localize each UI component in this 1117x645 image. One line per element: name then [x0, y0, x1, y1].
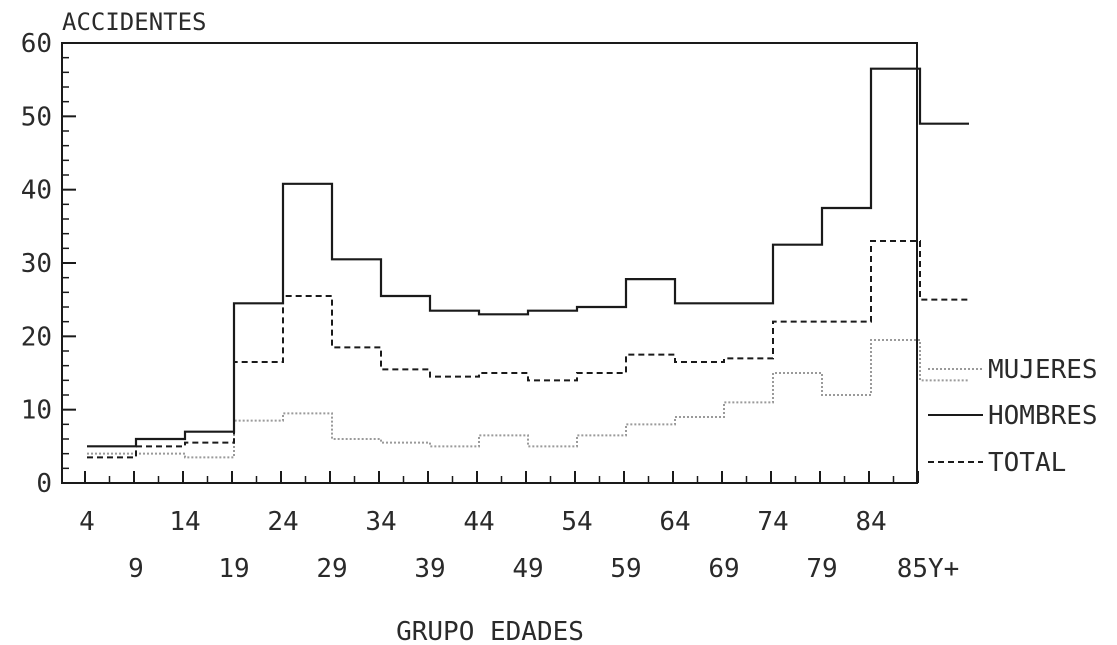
x-tick-label: 14: [169, 507, 200, 537]
series-line-total: [87, 240, 969, 459]
y-tick-label: 60: [21, 29, 52, 59]
x-tick-label: 44: [463, 507, 494, 537]
x-tick-label: 64: [659, 507, 690, 537]
x-tick-label: 39: [414, 554, 445, 584]
legend-label: MUJERES: [988, 355, 1098, 385]
x-tick-label: 79: [806, 554, 837, 584]
x-tick-label: 59: [610, 554, 641, 584]
x-tick-label: 85Y+: [897, 554, 960, 584]
y-tick-label: 30: [21, 249, 52, 279]
series-layer: [87, 67, 969, 459]
x-tick-label: 34: [365, 507, 396, 537]
x-tick-label: 4: [79, 507, 95, 537]
x-tick-label: 74: [757, 507, 788, 537]
y-tick-label: 0: [36, 469, 52, 499]
legend-label: HOMBRES: [988, 401, 1098, 431]
x-axis-title: GRUPO EDADES: [396, 617, 584, 645]
y-tick-label: 50: [21, 102, 52, 132]
x-tick-label: 19: [218, 554, 249, 584]
series-line-mujeres: [87, 339, 969, 459]
legend-label: TOTAL: [988, 448, 1066, 478]
x-tick-label: 9: [128, 554, 144, 584]
x-tick-label: 49: [512, 554, 543, 584]
x-tick-label: 84: [855, 507, 886, 537]
y-tick-label: 20: [21, 322, 52, 352]
x-tick-label: 69: [708, 554, 739, 584]
x-tick-label: 29: [316, 554, 347, 584]
series-line-hombres: [87, 67, 969, 448]
plot-frame: [61, 42, 918, 484]
y-axis-title: ACCIDENTES: [62, 8, 207, 36]
y-tick-label: 40: [21, 176, 52, 206]
x-tick-label: 54: [561, 507, 592, 537]
y-axis: 0 10 20 30 40 50 60: [21, 29, 76, 499]
legend: MUJERES HOMBRES TOTAL: [928, 355, 1098, 478]
y-tick-label: 10: [21, 396, 52, 426]
x-tick-label: 24: [267, 507, 298, 537]
